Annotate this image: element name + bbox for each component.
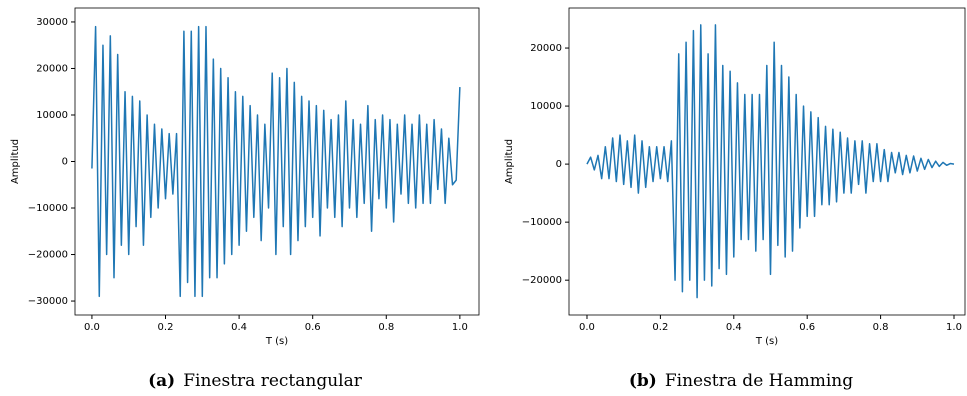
signal-line <box>586 24 955 299</box>
y-axis-label: Amplitud <box>504 139 515 184</box>
caption: (b) Finestra de Hamming <box>629 371 853 391</box>
plot-area <box>586 24 955 299</box>
caption-label: (a) <box>148 371 175 391</box>
caption: (a) Finestra rectangular <box>148 371 363 391</box>
y-tick-label: 0 <box>556 159 562 170</box>
x-tick-label: 0.0 <box>579 322 595 333</box>
x-tick-label: 0.4 <box>726 322 742 333</box>
axes-frame <box>74 7 480 316</box>
x-tick-label: 0.6 <box>799 322 815 333</box>
y-tick-label: −20000 <box>28 250 68 261</box>
x-tick-label: 0.2 <box>158 322 174 333</box>
axes-frame <box>568 7 966 316</box>
y-tick-label: −30000 <box>28 296 68 307</box>
y-axis-label: Amplitud <box>10 139 21 184</box>
y-tick-label: 0 <box>62 157 68 168</box>
caption-text: Finestra de Hamming <box>665 371 853 391</box>
x-axis-label: T (s) <box>265 336 288 347</box>
caption-text: Finestra rectangular <box>183 371 362 391</box>
x-tick-label: 1.0 <box>452 322 468 333</box>
y-tick-label: 10000 <box>530 101 562 112</box>
y-tick-label: 20000 <box>530 43 562 54</box>
x-tick-label: 0.4 <box>231 322 247 333</box>
x-tick-label: 1.0 <box>946 322 962 333</box>
x-tick-label: 0.8 <box>378 322 394 333</box>
x-tick-label: 0.6 <box>305 322 321 333</box>
x-tick-label: 0.8 <box>873 322 889 333</box>
y-tick-label: 30000 <box>36 17 68 28</box>
signal-line <box>91 25 461 298</box>
caption-label: (b) <box>629 371 657 391</box>
y-tick-label: 10000 <box>36 110 68 121</box>
x-tick-label: 0.0 <box>84 322 100 333</box>
x-axis-label: T (s) <box>755 336 778 347</box>
x-tick-label: 0.2 <box>652 322 668 333</box>
y-tick-label: −10000 <box>28 203 68 214</box>
y-tick-label: 20000 <box>36 63 68 74</box>
plot-area <box>91 25 461 298</box>
y-tick-label: −10000 <box>522 217 562 228</box>
y-tick-label: −20000 <box>522 275 562 286</box>
